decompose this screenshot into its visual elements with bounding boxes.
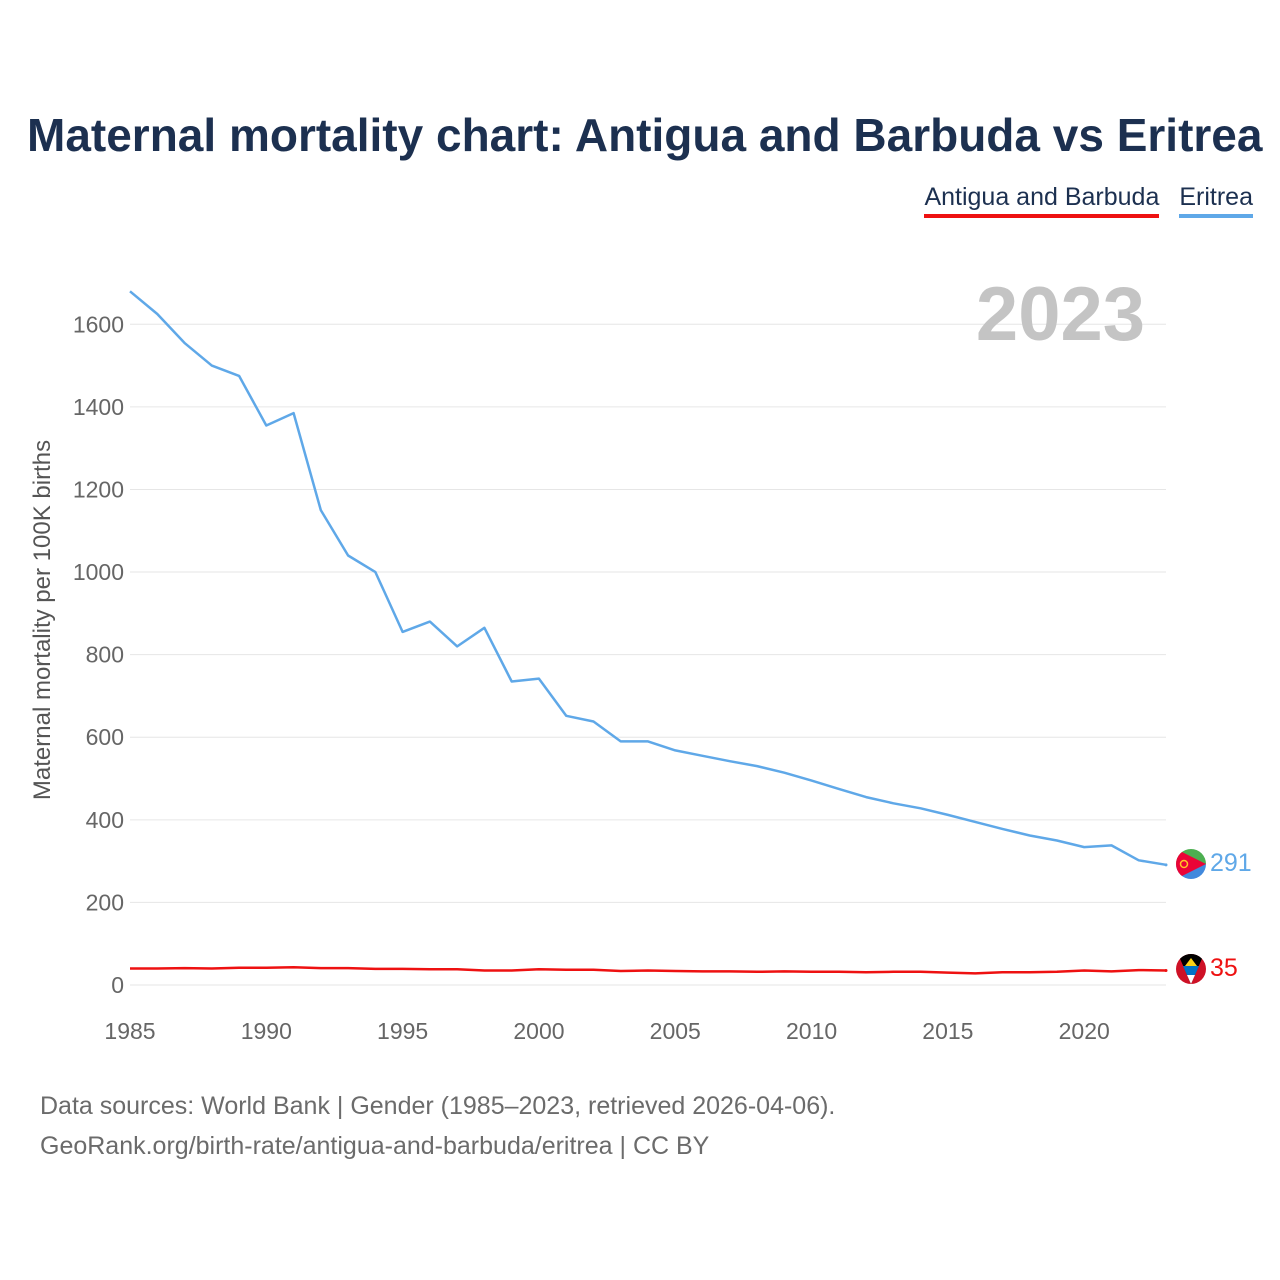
y-tick-0: 0 xyxy=(111,972,124,998)
source-url-text: GeoRank.org/birth-rate/antigua-and-barbu… xyxy=(40,1132,710,1160)
series-line-eritrea xyxy=(129,290,1167,867)
y-tick-400: 400 xyxy=(86,807,124,833)
legend-item-antigua-and-barbuda[interactable]: Antigua and Barbuda xyxy=(924,183,1160,218)
series-lines xyxy=(129,290,1168,975)
x-axis-ticks: 1985 1990 1995 2000 2005 2010 2015 2020 xyxy=(104,1018,1109,1044)
y-axis-label: Maternal mortality per 100K births xyxy=(29,440,56,800)
y-tick-200: 200 xyxy=(86,889,124,915)
eritrea-end-label: 291 xyxy=(1210,849,1252,877)
antigua-and-barbuda-end-label: 35 xyxy=(1210,954,1238,982)
antigua-and-barbuda-flag-icon xyxy=(1176,954,1206,984)
data-source-text: Data sources: World Bank | Gender (1985–… xyxy=(40,1092,836,1120)
eritrea-flag-icon xyxy=(1176,849,1206,879)
series-line-antigua-and-barbuda xyxy=(130,965,1167,975)
series-end-point-antigua-and-barbuda xyxy=(1164,969,1168,973)
y-tick-1000: 1000 xyxy=(73,559,124,585)
x-tick-2005: 2005 xyxy=(650,1018,701,1044)
x-tick-1995: 1995 xyxy=(377,1018,428,1044)
x-tick-2020: 2020 xyxy=(1059,1018,1110,1044)
y-tick-1200: 1200 xyxy=(73,476,124,502)
y-tick-1600: 1600 xyxy=(73,311,124,337)
x-tick-1990: 1990 xyxy=(241,1018,292,1044)
series-end-point-eritrea xyxy=(1164,863,1168,867)
legend: Antigua and Barbuda Eritrea xyxy=(924,183,1253,218)
x-tick-2010: 2010 xyxy=(786,1018,837,1044)
x-tick-2000: 2000 xyxy=(513,1018,564,1044)
x-tick-2015: 2015 xyxy=(922,1018,973,1044)
chart-title: Maternal mortality chart: Antigua and Ba… xyxy=(27,109,1263,161)
y-axis-ticks: 0 200 400 600 800 1000 1200 1400 1600 xyxy=(73,311,124,998)
y-tick-800: 800 xyxy=(86,642,124,668)
y-tick-600: 600 xyxy=(86,724,124,750)
y-tick-1400: 1400 xyxy=(73,394,124,420)
footer: Data sources: World Bank | Gender (1985–… xyxy=(40,1086,835,1166)
gridlines xyxy=(130,323,1166,986)
year-watermark: 2023 xyxy=(976,272,1145,357)
x-tick-1985: 1985 xyxy=(104,1018,155,1044)
legend-item-eritrea[interactable]: Eritrea xyxy=(1179,183,1253,218)
